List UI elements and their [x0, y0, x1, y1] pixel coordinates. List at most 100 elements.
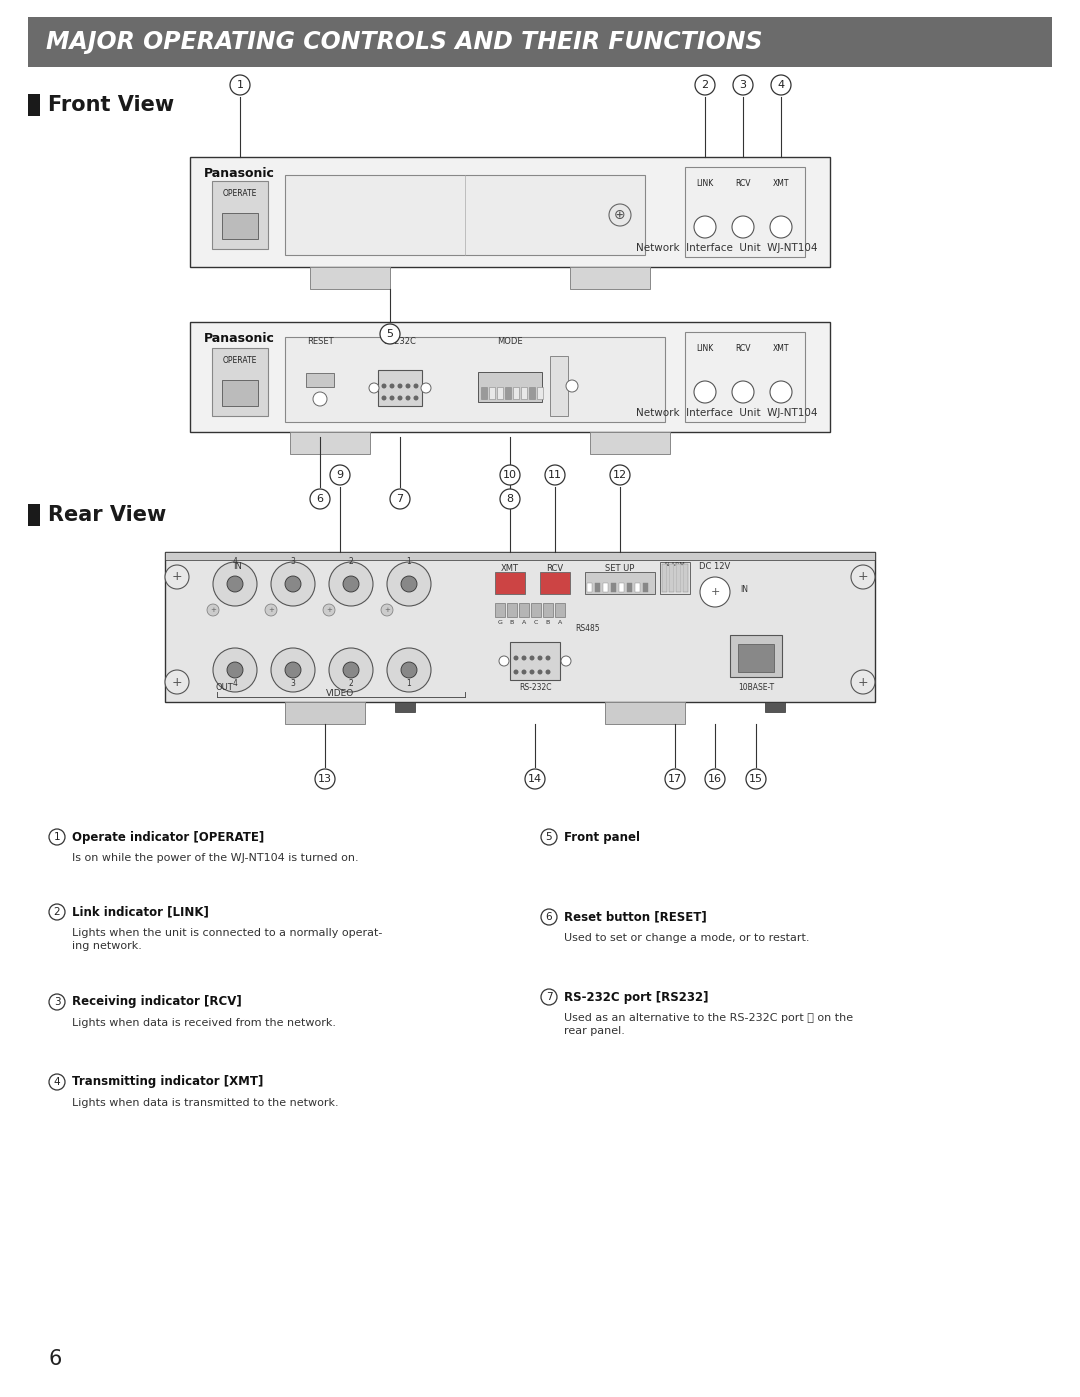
Text: 10: 10 [503, 469, 517, 481]
Circle shape [227, 576, 243, 592]
Circle shape [541, 909, 557, 925]
Bar [285, 175, 645, 256]
Bar [765, 703, 785, 712]
Circle shape [538, 655, 542, 661]
Circle shape [522, 669, 527, 675]
Circle shape [705, 768, 725, 789]
Circle shape [529, 655, 535, 661]
Bar [550, 356, 568, 416]
Text: 1: 1 [237, 80, 243, 89]
Text: 7: 7 [396, 495, 404, 504]
Text: 17: 17 [667, 774, 683, 784]
Text: 6: 6 [316, 495, 324, 504]
Circle shape [561, 657, 571, 666]
Text: 4: 4 [54, 1077, 60, 1087]
Circle shape [165, 564, 189, 590]
Circle shape [397, 384, 403, 388]
Text: Link indicator [LINK]: Link indicator [LINK] [72, 905, 208, 918]
Text: 1: 1 [54, 833, 60, 842]
Circle shape [213, 562, 257, 606]
Text: +: + [211, 608, 216, 613]
Text: 6: 6 [545, 912, 552, 922]
Circle shape [522, 655, 527, 661]
Circle shape [694, 217, 716, 237]
Circle shape [49, 828, 65, 845]
Bar [519, 604, 529, 617]
Circle shape [285, 576, 301, 592]
Text: RCV: RCV [546, 564, 564, 573]
Circle shape [529, 669, 535, 675]
Bar [478, 372, 542, 402]
Bar [497, 387, 503, 400]
Bar [662, 564, 667, 592]
Text: Network  Interface  Unit  WJ-NT104: Network Interface Unit WJ-NT104 [636, 243, 818, 253]
Bar [603, 583, 608, 592]
Text: +: + [172, 570, 183, 584]
Bar [306, 373, 334, 387]
Text: 13: 13 [318, 774, 332, 784]
Text: 8: 8 [507, 495, 514, 504]
Bar [510, 643, 561, 680]
Bar [590, 432, 670, 454]
Text: DC 12V: DC 12V [700, 562, 731, 571]
Text: B: B [545, 620, 550, 624]
Bar [643, 583, 648, 592]
Bar [495, 571, 525, 594]
Circle shape [387, 648, 431, 692]
Text: Lights when data is transmitted to the network.: Lights when data is transmitted to the n… [72, 1098, 339, 1108]
Circle shape [390, 384, 394, 388]
Text: 9: 9 [337, 469, 343, 481]
Circle shape [165, 671, 189, 694]
Circle shape [513, 655, 518, 661]
Circle shape [733, 75, 753, 95]
Circle shape [545, 669, 551, 675]
Bar [190, 321, 831, 432]
Circle shape [851, 564, 875, 590]
Text: 4: 4 [232, 557, 238, 566]
Circle shape [265, 604, 276, 616]
Circle shape [390, 489, 410, 509]
Bar [285, 703, 365, 724]
Text: 3: 3 [54, 997, 60, 1007]
Bar [611, 583, 616, 592]
Bar [676, 564, 681, 592]
Circle shape [545, 465, 565, 485]
Bar [529, 387, 535, 400]
Text: LINK: LINK [697, 179, 714, 189]
Circle shape [49, 995, 65, 1010]
Circle shape [414, 395, 419, 401]
Text: +: + [268, 608, 274, 613]
Bar [513, 387, 519, 400]
Circle shape [401, 576, 417, 592]
Text: OPERATE: OPERATE [222, 356, 257, 365]
Bar [555, 604, 565, 617]
Circle shape [285, 662, 301, 678]
Text: 15: 15 [750, 774, 762, 784]
Text: VIDEO: VIDEO [326, 689, 354, 698]
Bar [585, 571, 654, 594]
Text: A: A [522, 620, 526, 624]
Bar [222, 380, 258, 407]
Circle shape [694, 381, 716, 402]
Circle shape [213, 648, 257, 692]
Bar [685, 332, 805, 422]
Text: LINK: LINK [697, 344, 714, 353]
Text: 1: 1 [407, 557, 411, 566]
Text: 5: 5 [545, 833, 552, 842]
Text: Used to set or change a mode, or to restart.: Used to set or change a mode, or to rest… [564, 933, 810, 943]
Text: XMT: XMT [773, 179, 789, 189]
Bar [285, 337, 665, 422]
Bar [212, 182, 268, 249]
Circle shape [499, 657, 509, 666]
Text: Front View: Front View [48, 95, 174, 115]
Circle shape [381, 395, 387, 401]
Bar [738, 644, 774, 672]
Circle shape [343, 662, 359, 678]
Bar [605, 703, 685, 724]
Circle shape [405, 395, 410, 401]
Text: C: C [534, 620, 538, 624]
Bar [222, 212, 258, 239]
Circle shape [414, 384, 419, 388]
Text: +: + [384, 608, 390, 613]
Bar [540, 571, 570, 594]
